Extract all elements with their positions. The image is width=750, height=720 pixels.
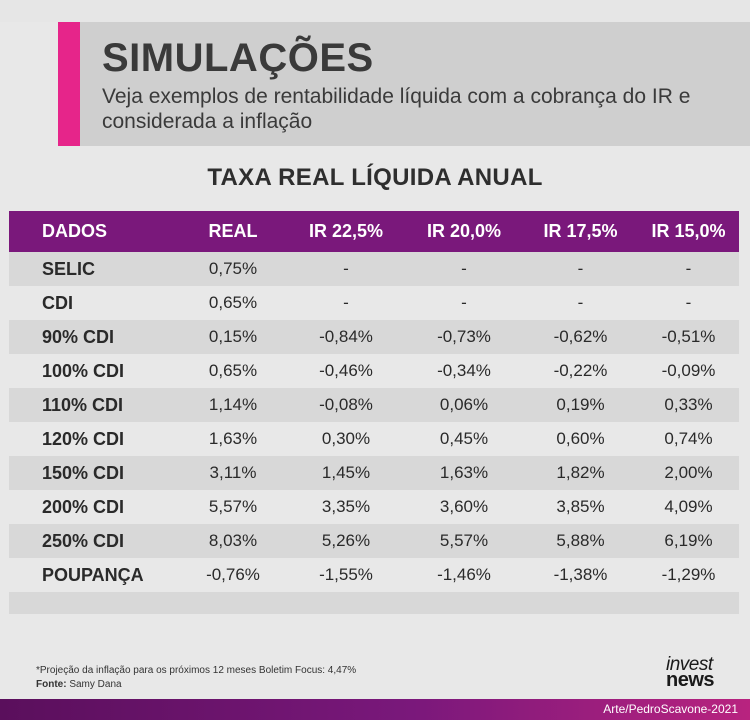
table-cell: 0,19% [556,395,605,414]
table-cell: - [343,259,349,278]
table-cell: - [343,293,349,312]
art-credit: Arte/PedroScavone-2021 [603,702,738,716]
table-cell: 3,35% [321,497,371,516]
table-bottom-padding [9,592,739,614]
logo-line-news: news [666,669,715,691]
table-row: 200% CDI 5,57% 3,35% 3,60% 3,85% 4,09% [9,490,739,524]
logo-line-invest: invest [666,654,713,675]
row-label: 100% CDI [42,360,125,381]
rates-table: DADOS REAL IR 22,5% IR 20,0% IR 17,5% IR 15,0… [9,211,739,614]
column-header: IR 22,5% [308,221,384,241]
table-row: POUPANÇA -0,76% -1,55% -1,46% -1,38% -1,29% [9,558,739,592]
table-cell: 6,19% [664,531,713,550]
top-strip [0,0,750,22]
table-cell: -0,62% [553,327,608,346]
table-title: TAXA REAL LÍQUIDA ANUAL [207,164,543,191]
source-line: Fonte: Samy Dana [36,678,356,692]
table-cell: 0,15% [208,327,258,346]
table-cell: - [461,293,467,312]
row-label: 120% CDI [42,428,125,449]
table-cell: 0,30% [321,429,371,448]
table-row: CDI 0,65% - - - - [9,286,739,320]
bottom-bar: Arte/PedroScavone-2021 [0,699,750,720]
table-cell: 0,75% [208,259,258,278]
table-cell: 1,63% [439,463,489,482]
table-cell: 0,33% [664,395,713,414]
column-header: REAL [208,221,258,241]
table-cell: -1,29% [661,565,716,584]
table-cell: 1,63% [208,429,258,448]
table-cell: -0,84% [319,327,373,346]
table-cell: 4,09% [664,497,713,516]
table-cell: 0,60% [556,429,605,448]
table-cell: -0,09% [661,361,716,380]
column-header: IR 15,0% [651,221,726,241]
table-cell: 5,26% [321,531,371,550]
source-value: Samy Dana [69,679,122,690]
row-label: POUPANÇA [42,564,144,585]
table-cell: 2,00% [664,463,713,482]
footnote: *Projeção da inflação para os próximos 1… [36,664,356,692]
column-header: IR 17,5% [543,221,618,241]
table-cell: -0,46% [319,361,373,380]
column-header: DADOS [42,221,108,241]
row-label: 250% CDI [42,530,125,551]
table-cell: -1,46% [437,565,491,584]
table-cell: 3,60% [439,497,489,516]
header-accent-bar [58,22,80,146]
row-label: 150% CDI [42,462,125,483]
table-cell: 1,45% [321,463,371,482]
table-row: 250% CDI 8,03% 5,26% 5,57% 5,88% 6,19% [9,524,739,558]
table-cell: 0,74% [664,429,713,448]
table-cell: -0,73% [437,327,491,346]
table-row: 110% CDI 1,14% -0,08% 0,06% 0,19% 0,33% [9,388,739,422]
page-title: SIMULAÇÕES [102,36,374,80]
row-label: 200% CDI [42,496,125,517]
table-cell: -1,55% [319,565,373,584]
inflation-note: *Projeção da inflação para os próximos 1… [36,665,357,676]
table-row: SELIC 0,75% - - - - [9,252,739,286]
table-cell: 5,57% [208,497,258,516]
table-cell: - [577,259,584,278]
source-label: Fonte: [36,679,67,690]
table-cell: 3,85% [556,497,605,516]
table-cell: -0,76% [206,565,260,584]
table-header-row: DADOS REAL IR 22,5% IR 20,0% IR 17,5% IR 15,0… [9,211,739,252]
table-cell: - [461,259,467,278]
table-row: 100% CDI 0,65% -0,46% -0,34% -0,22% -0,09% [9,354,739,388]
table-cell: -0,34% [437,361,491,380]
table-row: 120% CDI 1,63% 0,30% 0,45% 0,60% 0,74% [9,422,739,456]
table-cell: 1,82% [556,463,605,482]
row-label: 90% CDI [42,326,115,347]
table-cell: 0,65% [208,361,258,380]
table-cell: 5,88% [556,531,605,550]
header-box [58,22,750,146]
table-row: 90% CDI 0,15% -0,84% -0,73% -0,62% -0,51% [9,320,739,354]
table-cell: 5,57% [439,531,489,550]
table-cell: 0,06% [439,395,489,414]
row-label: 110% CDI [42,394,124,415]
column-header: IR 20,0% [426,221,502,241]
table-cell: 0,45% [439,429,489,448]
page-subtitle: Veja exemplos de rentabilidade líquida c… [102,85,691,133]
table-cell: 1,14% [208,395,258,414]
table-cell: -1,38% [553,565,608,584]
table-cell: 8,03% [208,531,258,550]
table-cell: -0,22% [553,361,608,380]
table-cell: 0,65% [208,293,258,312]
table-cell: -0,51% [661,327,716,346]
table-cell: 3,11% [209,463,257,482]
row-label: CDI [42,292,73,313]
table-cell: - [685,259,692,278]
table-cell: - [577,293,584,312]
investnews-logo: invest news [666,654,740,691]
row-label: SELIC [42,258,96,279]
table-cell: -0,08% [319,395,373,414]
table-body: SELIC 0,75% - - - - CDI 0,65% - - - - 90% CDI 0,15% -0… [9,252,739,592]
table-cell: - [685,293,692,312]
table-row: 150% CDI 3,11% 1,45% 1,63% 1,82% 2,00% [9,456,739,490]
